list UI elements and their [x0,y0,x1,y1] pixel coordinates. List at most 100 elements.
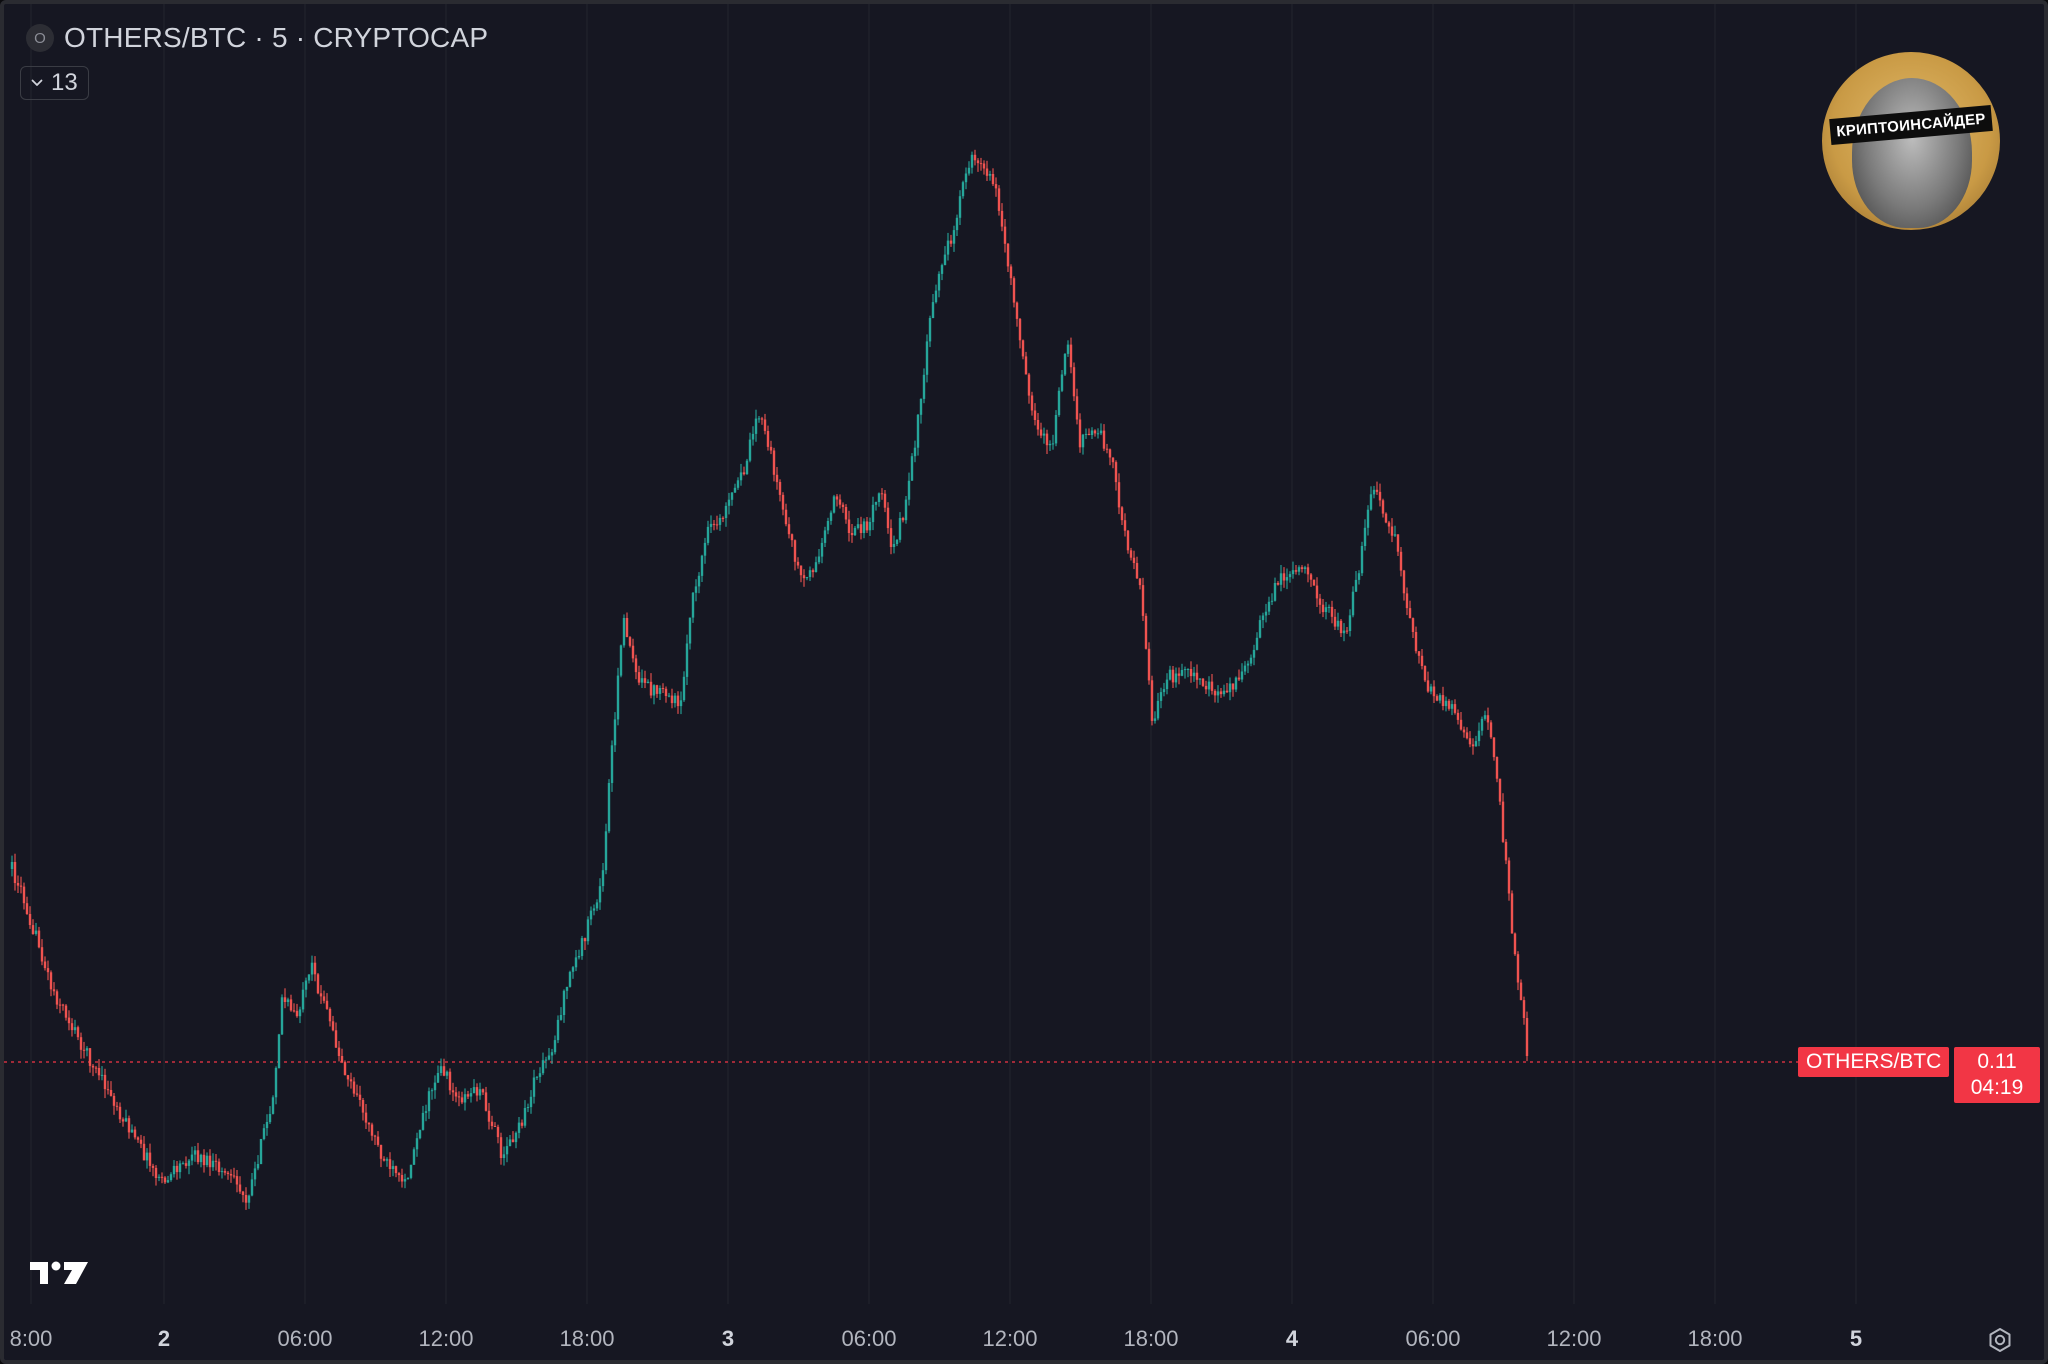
candle-body [970,154,974,168]
candle-body [1087,433,1091,435]
candle-body [1066,344,1070,354]
candle-body [1030,395,1034,411]
candle-body [1336,620,1340,627]
bar-countdown: 04:19 [1970,1076,2024,1099]
candle-body [769,446,773,451]
candle-body [118,1106,122,1120]
x-tick-label: 18:00 [1687,1326,1743,1351]
indicators-toggle-button[interactable]: 13 [20,66,89,100]
candle-body [1222,690,1226,695]
candle-body [844,507,848,520]
candle-body [1225,690,1229,693]
candle-body [223,1171,227,1173]
candle-body [1174,673,1178,683]
candle-body [1204,685,1208,690]
candle-body [862,521,866,533]
candle-body [1381,500,1385,514]
candle-body [229,1174,233,1176]
candle-body [988,174,992,176]
candle-body [1516,954,1520,983]
candle-body [331,1021,335,1031]
candle-body [1015,302,1019,319]
candle-body [427,1091,431,1112]
candle-body [490,1121,494,1126]
candle-body [916,414,920,448]
candle-body [913,447,917,457]
candle-body [1063,353,1067,375]
candle-body [775,474,779,483]
candle-body [286,999,290,1002]
candle-body [1132,557,1136,563]
candle-body [1504,841,1508,861]
candle-body [394,1166,398,1174]
symbol-header[interactable]: O OTHERS/BTC · 5 · CRYPTOCAP [26,20,488,56]
candle-body [1399,551,1403,571]
candle-body [991,174,995,185]
candle-body [499,1137,503,1158]
candle-body [115,1105,119,1107]
candle-body [127,1118,131,1133]
candle-body [1414,632,1418,652]
candle-body [49,972,53,990]
candle-body [418,1129,422,1139]
candle-body [364,1112,368,1123]
candle-body [1144,615,1148,649]
candle-body [745,460,749,475]
candle-body [163,1177,167,1183]
candle-body [109,1090,113,1096]
candle-body [1141,585,1145,616]
gear-icon[interactable] [1986,1326,2014,1354]
portrait-image [1852,78,1972,228]
candle-body [79,1037,83,1050]
symbol-title[interactable]: OTHERS/BTC · 5 · CRYPTOCAP [64,22,489,53]
tradingview-logo-icon[interactable] [30,1258,88,1288]
candle-body [1081,434,1085,448]
candle-body [919,398,923,415]
candle-body [1024,356,1028,375]
candle-body [1009,266,1013,279]
candle-body [541,1060,545,1074]
candle-body [757,418,761,420]
candle-body [199,1154,203,1163]
candle-body [496,1126,500,1138]
candle-body [1159,692,1163,701]
candle-body [1114,462,1118,483]
candle-body [1213,690,1217,696]
candle-body [964,173,968,183]
candle-body [670,695,674,704]
candle-body [595,902,599,909]
candle-body [1237,677,1241,680]
candle-body [1480,718,1484,731]
candle-body [259,1139,263,1165]
candle-body [592,908,596,911]
candle-body [475,1087,479,1096]
candle-body [742,472,746,475]
candle-body [805,577,809,579]
candle-body [1471,744,1475,747]
x-tick-label: 12:00 [1546,1326,1602,1351]
candle-body [1192,672,1196,677]
candle-body [196,1150,200,1163]
candle-body [1354,579,1358,592]
candle-body [658,688,662,694]
candle-body [949,240,953,244]
candle-body [1111,457,1115,463]
candle-body [649,681,653,696]
candle-body [535,1076,539,1078]
candle-body [31,925,35,934]
candle-body [1126,530,1130,551]
candle-body [667,695,671,697]
candle-body [10,862,14,869]
candle-body [796,561,800,566]
chart-canvas[interactable] [4,4,2048,1364]
candle-body [400,1175,404,1182]
candle-body [787,524,791,535]
candle-body [1495,757,1499,779]
candle-body [19,885,23,887]
candle-body [142,1143,146,1161]
x-tick-label: 3 [721,1326,735,1351]
candle-body [853,527,857,536]
candle-body [1474,741,1478,747]
candle-body [721,517,725,519]
candle-body [1021,340,1025,357]
